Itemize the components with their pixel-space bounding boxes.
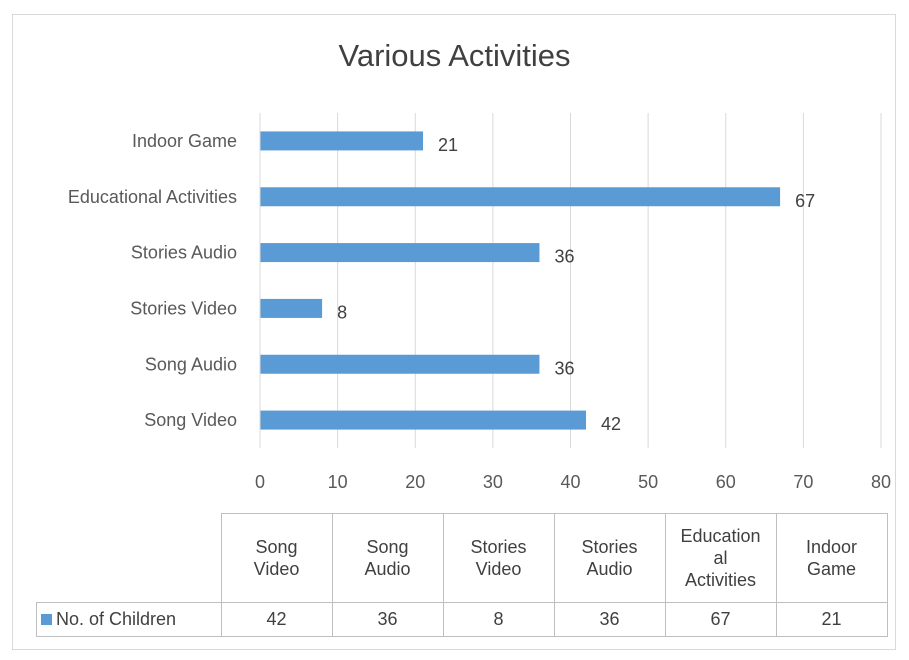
data-table-series-label: No. of Children: [36, 601, 222, 637]
y-tick-label: Song Audio: [145, 354, 237, 374]
bar: [260, 298, 323, 318]
y-tick-label: Stories Video: [130, 298, 237, 318]
x-tick-label: 10: [328, 472, 348, 492]
data-table-value-cell: 36: [331, 601, 444, 637]
data-table-header-cell: Song Audio: [331, 513, 444, 603]
bar: [260, 410, 587, 430]
plot-area: 0 10 20 30 40 50 60 70 80 Song Video 42 Song Audio 3…: [68, 113, 891, 492]
x-tick-label: 70: [793, 472, 813, 492]
data-table-value-cell: 21: [775, 601, 888, 637]
x-tick-label: 40: [560, 472, 580, 492]
data-table-value-cell: 8: [442, 601, 555, 637]
y-tick-label: Educational Activities: [68, 187, 237, 207]
x-tick-label: 0: [255, 472, 265, 492]
legend-key-icon: [41, 613, 52, 625]
data-label: 21: [438, 135, 458, 155]
data-label: 8: [337, 302, 347, 322]
bar: [260, 131, 424, 151]
data-table-header-cell: Education al Activities: [664, 513, 777, 603]
data-table: Song Video Song Audio Stories Video Stor…: [36, 513, 888, 637]
data-table-header-cell: Stories Video: [442, 513, 555, 603]
x-tick-label: 30: [483, 472, 503, 492]
data-table-header-cell: Song Video: [220, 513, 333, 603]
y-tick-label: Song Video: [144, 410, 237, 430]
data-table-value-cell: 67: [664, 601, 777, 637]
data-table-value-cell: 36: [553, 601, 666, 637]
data-label: 42: [601, 414, 621, 434]
data-table-header-row: Song Video Song Audio Stories Video Stor…: [37, 513, 888, 603]
series-name: No. of Children: [56, 609, 177, 629]
x-tick-label: 50: [638, 472, 658, 492]
bar: [260, 354, 540, 374]
data-table-value-cell: 42: [220, 601, 333, 637]
x-tick-label: 60: [716, 472, 736, 492]
y-tick-label: Stories Audio: [131, 243, 237, 263]
data-table-series-row: No. of Children 42 36 8 36 67 21: [36, 601, 888, 637]
data-label: 36: [554, 247, 574, 267]
data-label: 67: [795, 191, 815, 211]
bar: [260, 187, 781, 207]
data-table-header-cell: Stories Audio: [553, 513, 666, 603]
data-table-header-cell: Indoor Game: [775, 513, 888, 603]
y-tick-label: Indoor Game: [132, 131, 237, 151]
data-label: 36: [554, 358, 574, 378]
chart-title: Various Activities: [338, 38, 571, 73]
chart-frame: [12, 14, 896, 650]
x-tick-label: 80: [871, 472, 891, 492]
bar: [260, 243, 540, 263]
x-tick-label: 20: [405, 472, 425, 492]
data-table-corner: [37, 514, 222, 603]
